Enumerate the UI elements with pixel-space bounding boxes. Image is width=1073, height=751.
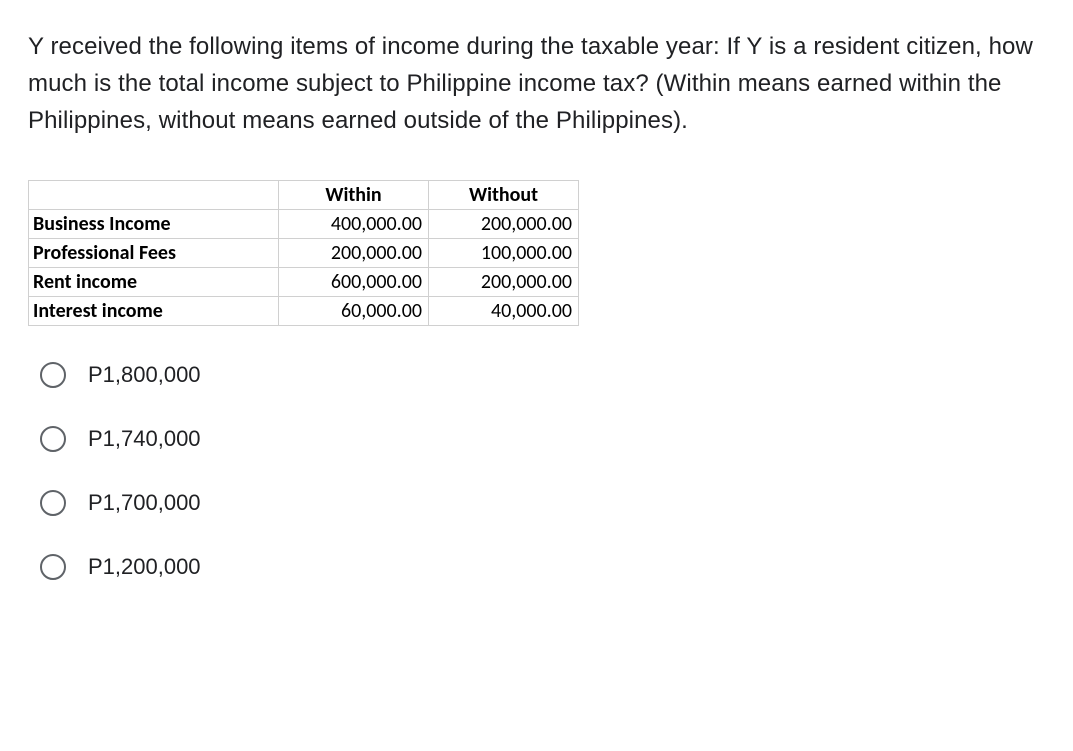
row-without: 200,000.00 bbox=[429, 267, 579, 296]
table-row: Interest income 60,000.00 40,000.00 bbox=[29, 296, 579, 325]
option-label: P1,800,000 bbox=[88, 362, 201, 388]
options-group: P1,800,000 P1,740,000 P1,700,000 P1,200,… bbox=[28, 362, 1045, 580]
radio-icon bbox=[40, 426, 66, 452]
table-header-row: Within Without bbox=[29, 180, 579, 209]
table-row: Rent income 600,000.00 200,000.00 bbox=[29, 267, 579, 296]
row-label: Rent income bbox=[29, 267, 279, 296]
option-4[interactable]: P1,200,000 bbox=[40, 554, 1045, 580]
row-label: Professional Fees bbox=[29, 238, 279, 267]
row-within: 600,000.00 bbox=[279, 267, 429, 296]
option-3[interactable]: P1,700,000 bbox=[40, 490, 1045, 516]
row-without: 200,000.00 bbox=[429, 209, 579, 238]
row-within: 60,000.00 bbox=[279, 296, 429, 325]
question-container: Y received the following items of income… bbox=[0, 0, 1073, 580]
row-within: 200,000.00 bbox=[279, 238, 429, 267]
income-table: Within Without Business Income 400,000.0… bbox=[28, 180, 579, 326]
table-header-without: Without bbox=[429, 180, 579, 209]
row-without: 40,000.00 bbox=[429, 296, 579, 325]
table-row: Business Income 400,000.00 200,000.00 bbox=[29, 209, 579, 238]
option-1[interactable]: P1,800,000 bbox=[40, 362, 1045, 388]
option-label: P1,200,000 bbox=[88, 554, 201, 580]
radio-icon bbox=[40, 554, 66, 580]
row-without: 100,000.00 bbox=[429, 238, 579, 267]
table-header-within: Within bbox=[279, 180, 429, 209]
row-label: Business Income bbox=[29, 209, 279, 238]
question-text: Y received the following items of income… bbox=[28, 28, 1045, 140]
option-2[interactable]: P1,740,000 bbox=[40, 426, 1045, 452]
radio-icon bbox=[40, 362, 66, 388]
row-within: 400,000.00 bbox=[279, 209, 429, 238]
table-header-blank bbox=[29, 180, 279, 209]
table-row: Professional Fees 200,000.00 100,000.00 bbox=[29, 238, 579, 267]
option-label: P1,740,000 bbox=[88, 426, 201, 452]
row-label: Interest income bbox=[29, 296, 279, 325]
radio-icon bbox=[40, 490, 66, 516]
option-label: P1,700,000 bbox=[88, 490, 201, 516]
